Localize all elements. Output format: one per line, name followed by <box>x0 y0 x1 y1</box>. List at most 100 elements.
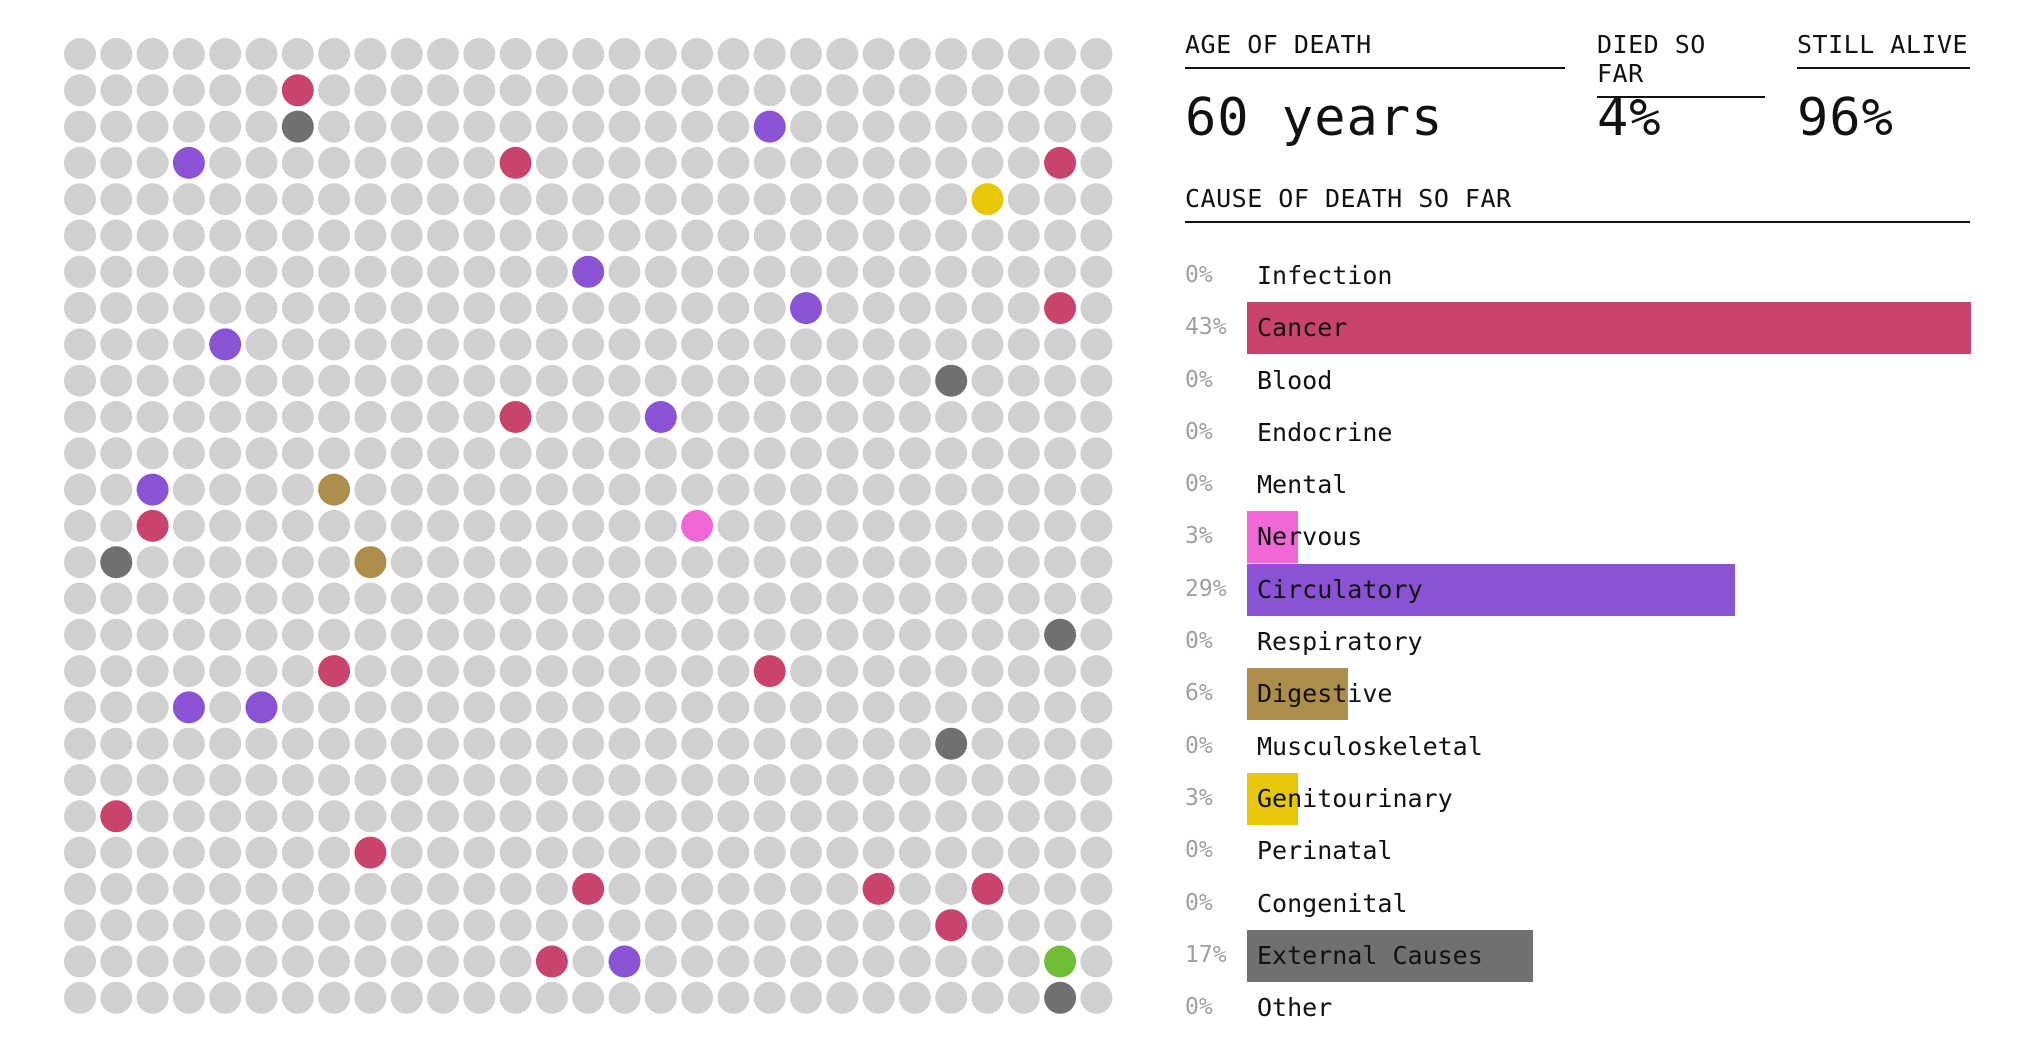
dot-circulatory <box>790 292 822 325</box>
dot-alive <box>753 582 786 615</box>
dot-alive <box>390 655 423 688</box>
dot-alive <box>281 836 314 869</box>
dot-cancer <box>136 509 169 542</box>
dot-alive <box>971 255 1004 288</box>
dot-alive <box>100 618 133 651</box>
dot-alive <box>935 74 968 107</box>
dot-alive <box>644 800 677 833</box>
dot-alive <box>753 38 786 70</box>
dot-alive <box>499 872 532 905</box>
dot-alive <box>172 981 205 1014</box>
dot-alive <box>1007 836 1040 869</box>
dot-alive <box>136 110 169 143</box>
dot-alive <box>427 909 459 942</box>
dot-alive <box>281 981 314 1014</box>
dot-alive <box>100 255 133 288</box>
dot-alive <box>1080 183 1113 216</box>
dot-alive <box>753 981 786 1014</box>
dot-alive <box>136 800 169 833</box>
dot-alive <box>681 74 714 107</box>
dot-alive <box>1007 473 1040 506</box>
dot-cancer <box>1044 146 1077 179</box>
dot-alive <box>245 473 278 506</box>
dot-alive <box>1080 800 1113 833</box>
dot-alive <box>790 473 822 506</box>
dot-alive <box>100 328 133 361</box>
dot-alive <box>971 764 1004 796</box>
dot-alive <box>681 909 714 942</box>
dot-alive <box>318 945 351 978</box>
dot-alive <box>535 582 568 615</box>
dot-alive <box>318 110 351 143</box>
dot-alive <box>64 546 96 579</box>
dot-alive <box>281 691 314 724</box>
dot-alive <box>209 764 242 796</box>
dot-alive <box>753 764 786 796</box>
dot-alive <box>790 364 822 397</box>
dot-alive <box>245 618 278 651</box>
dot-alive <box>1007 945 1040 978</box>
dot-alive <box>499 328 532 361</box>
dot-alive <box>1007 401 1040 433</box>
dot-alive <box>64 38 96 70</box>
dot-alive <box>1044 727 1077 760</box>
dot-alive <box>644 909 677 942</box>
dot-alive <box>535 981 568 1014</box>
dot-alive <box>753 183 786 216</box>
dot-alive <box>390 800 423 833</box>
dot-alive <box>136 981 169 1014</box>
dot-alive <box>862 328 895 361</box>
dot-alive <box>172 546 205 579</box>
dot-alive <box>209 909 242 942</box>
dot-alive <box>608 546 641 579</box>
dot-alive <box>1080 872 1113 905</box>
dot-alive <box>862 146 895 179</box>
dot-alive <box>209 473 242 506</box>
dot-alive <box>245 836 278 869</box>
dot-alive <box>1007 74 1040 107</box>
dot-alive <box>971 981 1004 1014</box>
dot-alive <box>608 727 641 760</box>
dot-alive <box>935 872 968 905</box>
dot-alive <box>64 255 96 288</box>
dot-alive <box>644 872 677 905</box>
dot-alive <box>209 546 242 579</box>
dot-alive <box>535 691 568 724</box>
dot-alive <box>1044 764 1077 796</box>
dot-alive <box>608 509 641 542</box>
dot-alive <box>971 618 1004 651</box>
dot-alive <box>1044 872 1077 905</box>
dot-alive <box>717 110 750 143</box>
dot-alive <box>318 727 351 760</box>
dot-external-causes <box>935 364 968 397</box>
dot-alive <box>1007 691 1040 724</box>
dot-alive <box>862 401 895 433</box>
dot-alive <box>681 655 714 688</box>
cause-percent: 0% <box>1185 732 1213 759</box>
dot-alive <box>535 727 568 760</box>
cause-percent: 0% <box>1185 889 1213 916</box>
dot-alive <box>245 764 278 796</box>
dot-alive <box>209 727 242 760</box>
dot-alive <box>898 110 931 143</box>
dot-alive <box>826 219 859 252</box>
dot-alive <box>354 473 387 506</box>
dot-alive <box>898 836 931 869</box>
dot-alive <box>681 727 714 760</box>
dot-alive <box>172 328 205 361</box>
dot-alive <box>971 836 1004 869</box>
dot-alive <box>427 146 459 179</box>
dot-alive <box>281 800 314 833</box>
cause-label: Congenital <box>1257 888 1408 918</box>
dot-alive <box>209 255 242 288</box>
dot-alive <box>681 945 714 978</box>
dot-alive <box>463 38 496 70</box>
dot-alive <box>499 183 532 216</box>
dot-alive <box>572 401 605 433</box>
dot-alive <box>1080 110 1113 143</box>
dot-alive <box>898 364 931 397</box>
dot-alive <box>862 110 895 143</box>
dot-alive <box>1007 909 1040 942</box>
dot-alive <box>100 727 133 760</box>
dot-cancer <box>935 909 968 942</box>
